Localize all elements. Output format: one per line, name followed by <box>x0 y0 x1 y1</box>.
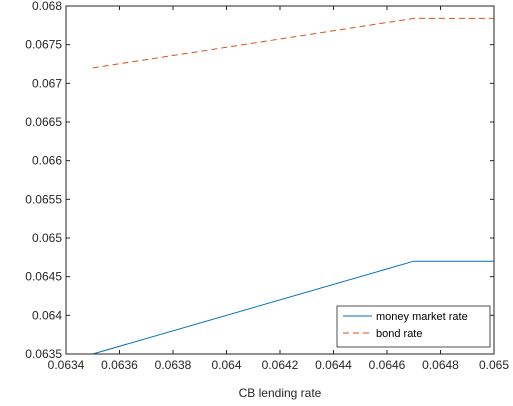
legend-label-money-market-rate: money market rate <box>376 311 468 323</box>
x-tick-label: 0.0644 <box>315 358 352 372</box>
x-tick-label: 0.0638 <box>155 358 192 372</box>
series-layer <box>92 17 494 355</box>
legend: money market rate bond rate <box>336 305 491 348</box>
plot-frame <box>65 5 495 355</box>
x-tick-label: 0.065 <box>479 358 509 372</box>
x-tick-label: 0.0636 <box>101 358 138 372</box>
plot-area <box>66 6 494 354</box>
y-tick-label: 0.068 <box>32 0 62 13</box>
series-line-money-market-rate <box>92 260 494 355</box>
y-tick-label: 0.0665 <box>25 115 62 129</box>
y-tick-label: 0.065 <box>32 231 62 245</box>
y-tick-label: 0.0655 <box>25 192 62 206</box>
tick-layer: 0.0634 0.0636 0.0638 0.064 0.0642 0.0644 0.064… <box>25 0 509 372</box>
legend-label-bond-rate: bond rate <box>376 328 422 340</box>
x-tick-label: 0.0648 <box>422 358 459 372</box>
legend-box <box>336 305 491 348</box>
x-axis-label: CB lending rate <box>239 386 322 400</box>
y-tick-label: 0.0635 <box>25 347 62 361</box>
y-tick-label: 0.0645 <box>25 270 62 284</box>
x-tick-label: 0.064 <box>211 358 241 372</box>
x-tick-label: 0.0634 <box>48 358 85 372</box>
series-line-bond-rate <box>92 17 494 69</box>
x-tick-label: 0.0646 <box>369 358 406 372</box>
x-tick-label: 0.0642 <box>262 358 299 372</box>
y-tick-label: 0.066 <box>32 154 62 168</box>
y-tick-label: 0.0675 <box>25 38 62 52</box>
y-tick-label: 0.067 <box>32 76 62 90</box>
y-tick-label: 0.064 <box>32 308 62 322</box>
